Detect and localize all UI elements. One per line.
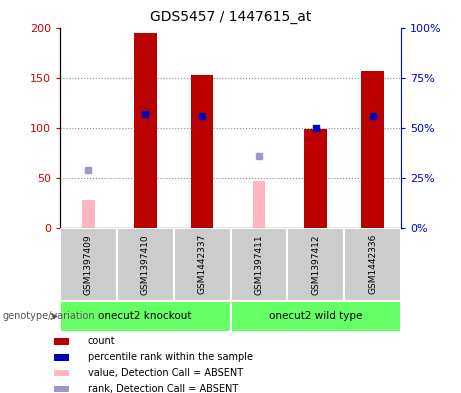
- Bar: [287, 228, 344, 301]
- Bar: [54, 370, 69, 376]
- Text: GSM1397411: GSM1397411: [254, 234, 263, 295]
- Bar: [191, 75, 213, 228]
- Bar: [54, 354, 69, 361]
- Text: GSM1397412: GSM1397412: [311, 234, 320, 294]
- Bar: [60, 228, 117, 301]
- Bar: [230, 228, 287, 301]
- Bar: [253, 181, 265, 228]
- Text: rank, Detection Call = ABSENT: rank, Detection Call = ABSENT: [88, 384, 238, 393]
- Text: value, Detection Call = ABSENT: value, Detection Call = ABSENT: [88, 368, 242, 378]
- Text: onecut2 wild type: onecut2 wild type: [269, 311, 362, 321]
- Bar: [134, 33, 157, 228]
- Bar: [54, 386, 69, 392]
- Title: GDS5457 / 1447615_at: GDS5457 / 1447615_at: [150, 10, 311, 24]
- Text: GSM1397410: GSM1397410: [141, 234, 150, 295]
- Text: GSM1442336: GSM1442336: [368, 234, 377, 294]
- Text: count: count: [88, 336, 115, 347]
- Bar: [361, 71, 384, 228]
- Bar: [82, 200, 95, 228]
- Bar: [54, 338, 69, 345]
- Bar: [117, 228, 174, 301]
- Bar: [174, 228, 230, 301]
- Text: genotype/variation: genotype/variation: [2, 311, 95, 321]
- Bar: [344, 228, 401, 301]
- Text: onecut2 knockout: onecut2 knockout: [99, 311, 192, 321]
- Bar: [60, 301, 230, 332]
- Bar: [230, 301, 401, 332]
- Text: GSM1397409: GSM1397409: [84, 234, 93, 295]
- Text: percentile rank within the sample: percentile rank within the sample: [88, 353, 253, 362]
- Text: GSM1442337: GSM1442337: [198, 234, 207, 294]
- Bar: [304, 129, 327, 228]
